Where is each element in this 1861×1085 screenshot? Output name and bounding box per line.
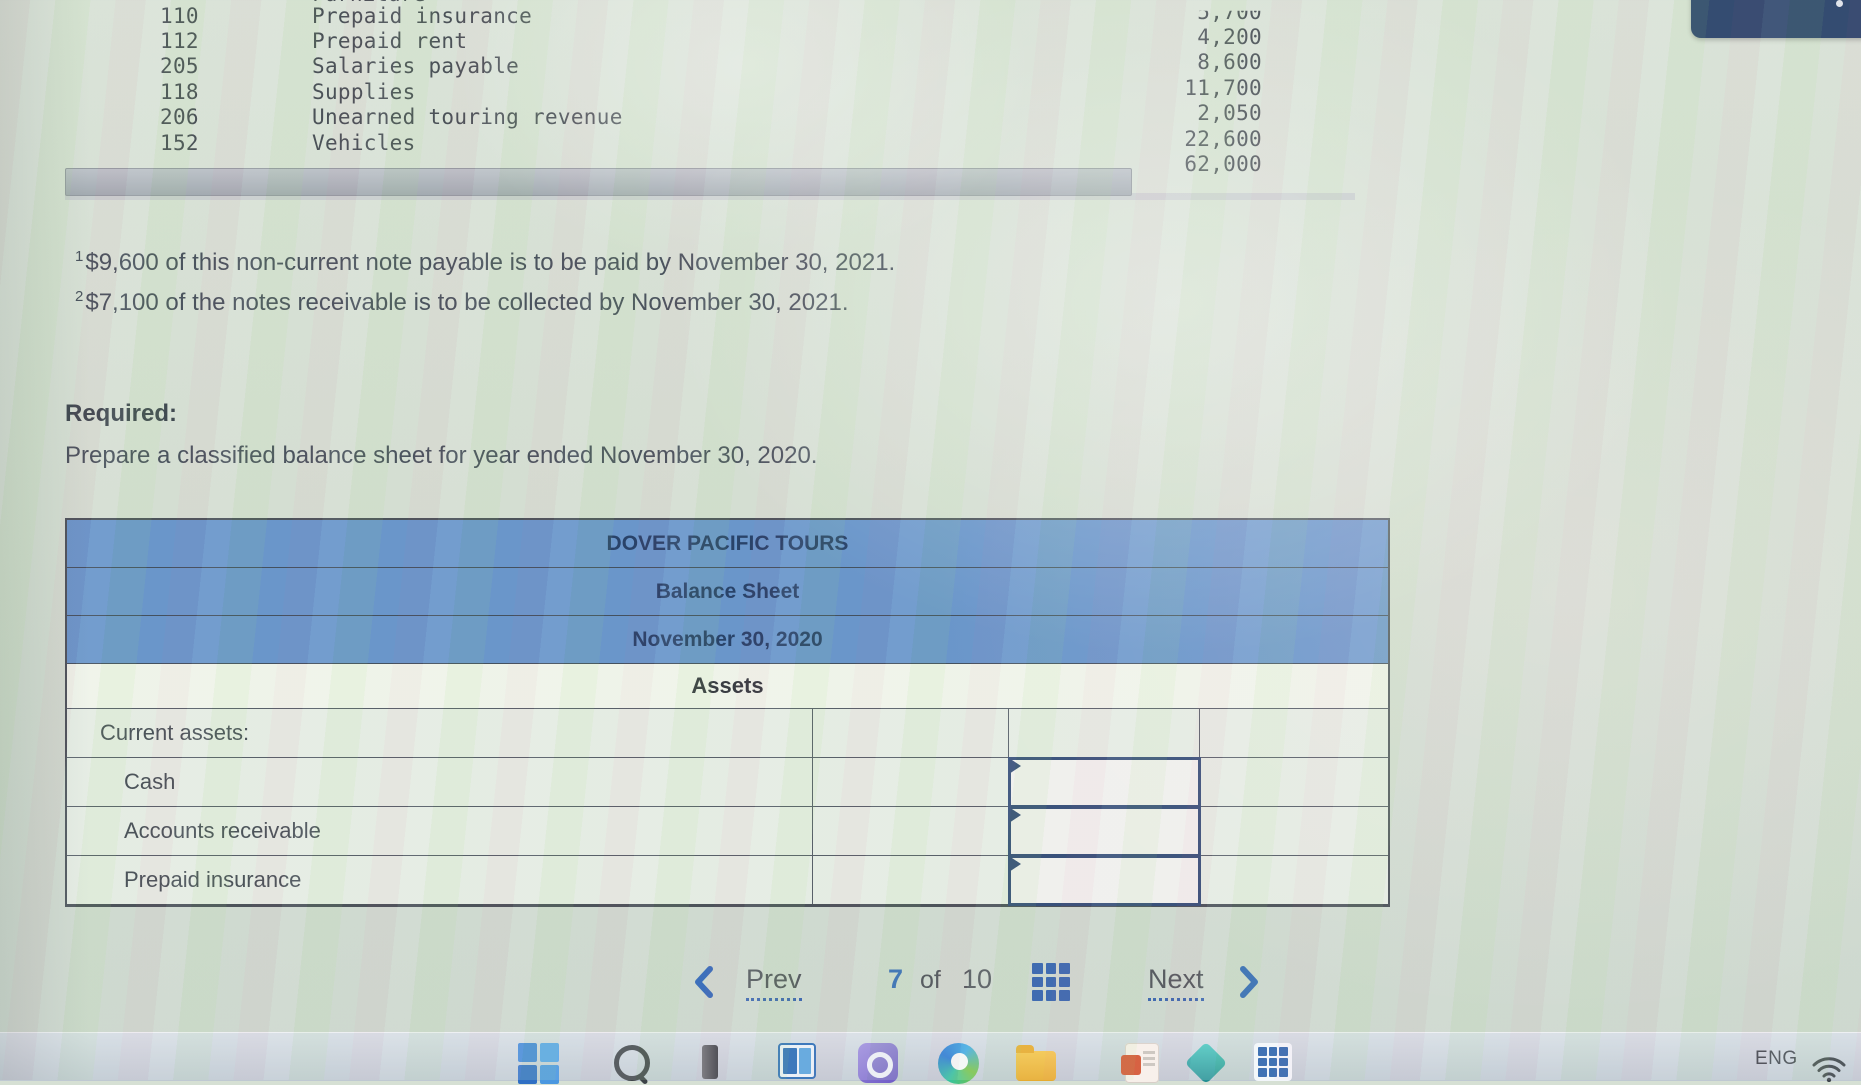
account-balance: 4,200 bbox=[1197, 25, 1262, 50]
row-label-cell: Current assets: bbox=[67, 709, 813, 757]
prepaid-insurance-amount-input[interactable] bbox=[1008, 855, 1201, 906]
account-number: 205 bbox=[160, 54, 199, 79]
panel-bottom-edge bbox=[65, 193, 1355, 200]
footnote-2: 2$7,100 of the notes receivable is to be… bbox=[75, 288, 849, 317]
footnote-2-marker: 2 bbox=[75, 288, 84, 305]
prev-button[interactable]: Prev bbox=[746, 964, 802, 1001]
file-explorer-icon[interactable] bbox=[1016, 1043, 1058, 1085]
account-balance: 11,700 bbox=[1184, 75, 1262, 100]
account-number: 152 bbox=[160, 130, 199, 155]
amount-cell bbox=[1008, 855, 1201, 906]
edge-browser-icon[interactable] bbox=[938, 1043, 980, 1085]
language-indicator[interactable]: ENG bbox=[1755, 1048, 1798, 1069]
table-row: Current assets: bbox=[67, 709, 1388, 758]
account-name: Prepaid insurance bbox=[312, 3, 533, 28]
account-name: Vehicles bbox=[312, 130, 416, 155]
empty-cell bbox=[1200, 709, 1388, 757]
required-heading: Required: bbox=[65, 400, 178, 427]
table-row: Prepaid insurance bbox=[67, 855, 1388, 906]
widgets-icon[interactable] bbox=[694, 1043, 736, 1085]
page-of-label: of bbox=[920, 966, 941, 994]
footnote-1-marker: 1 bbox=[75, 248, 84, 265]
account-name: Prepaid rent bbox=[312, 29, 468, 54]
clipped-account-name: Furniture bbox=[312, 0, 426, 6]
page-grid-icon[interactable] bbox=[1032, 963, 1070, 1001]
account-number: 112 bbox=[160, 29, 199, 54]
trial-balance-row: 112 Prepaid rent 4,200 bbox=[160, 25, 1262, 54]
row-label-cell: Prepaid insurance bbox=[67, 856, 813, 904]
trial-balance-row: 152 Vehicles 22,600 bbox=[160, 126, 1262, 155]
search-icon[interactable] bbox=[610, 1043, 652, 1085]
account-name: Unearned touring revenue bbox=[312, 105, 623, 130]
account-name: Salaries payable bbox=[312, 54, 520, 79]
footnote-2-text: $7,100 of the notes receivable is to be … bbox=[85, 289, 849, 316]
next-button[interactable]: Next bbox=[1148, 964, 1204, 1001]
table-row: Accounts receivable bbox=[67, 806, 1388, 857]
top-right-button[interactable] bbox=[1691, 0, 1861, 38]
trial-balance-row: 110 Prepaid insurance 5,700 bbox=[160, 3, 1262, 28]
account-name: Supplies bbox=[312, 79, 416, 104]
button-dot bbox=[1836, 0, 1843, 7]
empty-cell bbox=[1200, 856, 1388, 904]
account-balance: 2,050 bbox=[1197, 101, 1262, 126]
footnote-1-text: $9,600 of this non-current note payable … bbox=[85, 249, 896, 276]
trial-balance-row: 118 Supplies 11,700 bbox=[160, 75, 1262, 104]
trial-balance-list: 110 Prepaid insurance 5,700 112 Prepaid … bbox=[160, 3, 1262, 181]
empty-cell bbox=[1009, 709, 1200, 757]
windows-start-icon[interactable] bbox=[518, 1043, 560, 1085]
empty-cell bbox=[813, 807, 1009, 855]
table-row: Cash bbox=[67, 757, 1388, 808]
account-number: 110 bbox=[160, 3, 199, 28]
account-balance: 22,600 bbox=[1184, 126, 1262, 151]
horizontal-scrollbar[interactable] bbox=[65, 168, 1132, 196]
empty-cell bbox=[813, 856, 1009, 904]
powerpoint-doc-icon[interactable] bbox=[1121, 1043, 1164, 1085]
trial-balance-row: 62,000 bbox=[160, 152, 1262, 180]
accounts-receivable-amount-input[interactable] bbox=[1008, 806, 1201, 857]
taskbar bbox=[0, 1032, 1861, 1085]
empty-cell bbox=[1200, 807, 1388, 855]
mail-window-icon[interactable] bbox=[778, 1043, 820, 1085]
empty-cell bbox=[813, 709, 1009, 757]
footnote-1: 1$9,600 of this non-current note payable… bbox=[75, 248, 895, 277]
amount-cell bbox=[1008, 757, 1201, 808]
cash-amount-input[interactable] bbox=[1008, 757, 1201, 808]
account-number: 118 bbox=[160, 79, 199, 104]
loop-app-icon[interactable] bbox=[858, 1043, 900, 1085]
company-name-row: DOVER PACIFIC TOURS bbox=[67, 520, 1388, 568]
total-pages: 10 bbox=[962, 964, 993, 994]
empty-cell bbox=[813, 758, 1009, 806]
account-balance: 5,700 bbox=[1197, 0, 1262, 24]
amount-cell bbox=[1008, 806, 1201, 857]
row-label-cell: Cash bbox=[67, 758, 813, 806]
empty-cell bbox=[1200, 758, 1388, 806]
teal-gem-icon[interactable] bbox=[1184, 1041, 1228, 1085]
assets-section-header: Assets bbox=[67, 664, 1388, 709]
wifi-icon[interactable] bbox=[1812, 1056, 1846, 1082]
account-balance: 62,000 bbox=[1184, 152, 1262, 177]
required-instruction: Prepare a classified balance sheet for y… bbox=[65, 442, 818, 469]
account-balance: 8,600 bbox=[1197, 50, 1262, 75]
trial-balance-row: 205 Salaries payable 8,600 bbox=[160, 50, 1262, 79]
chevron-right-icon[interactable] bbox=[1238, 966, 1260, 998]
office-grid-icon[interactable] bbox=[1254, 1043, 1296, 1085]
row-label-cell: Accounts receivable bbox=[67, 807, 813, 855]
balance-sheet-table: DOVER PACIFIC TOURS Balance Sheet Novemb… bbox=[65, 518, 1390, 907]
current-page-number: 7 bbox=[888, 964, 904, 994]
pagination-bar: Prev 7 of 10 Next bbox=[0, 958, 1861, 1018]
account-number: 206 bbox=[160, 105, 199, 130]
statement-date-row: November 30, 2020 bbox=[67, 616, 1388, 664]
trial-balance-row: 206 Unearned touring revenue 2,050 bbox=[160, 101, 1262, 130]
statement-title-row: Balance Sheet bbox=[67, 568, 1388, 616]
chevron-left-icon[interactable] bbox=[693, 966, 715, 998]
